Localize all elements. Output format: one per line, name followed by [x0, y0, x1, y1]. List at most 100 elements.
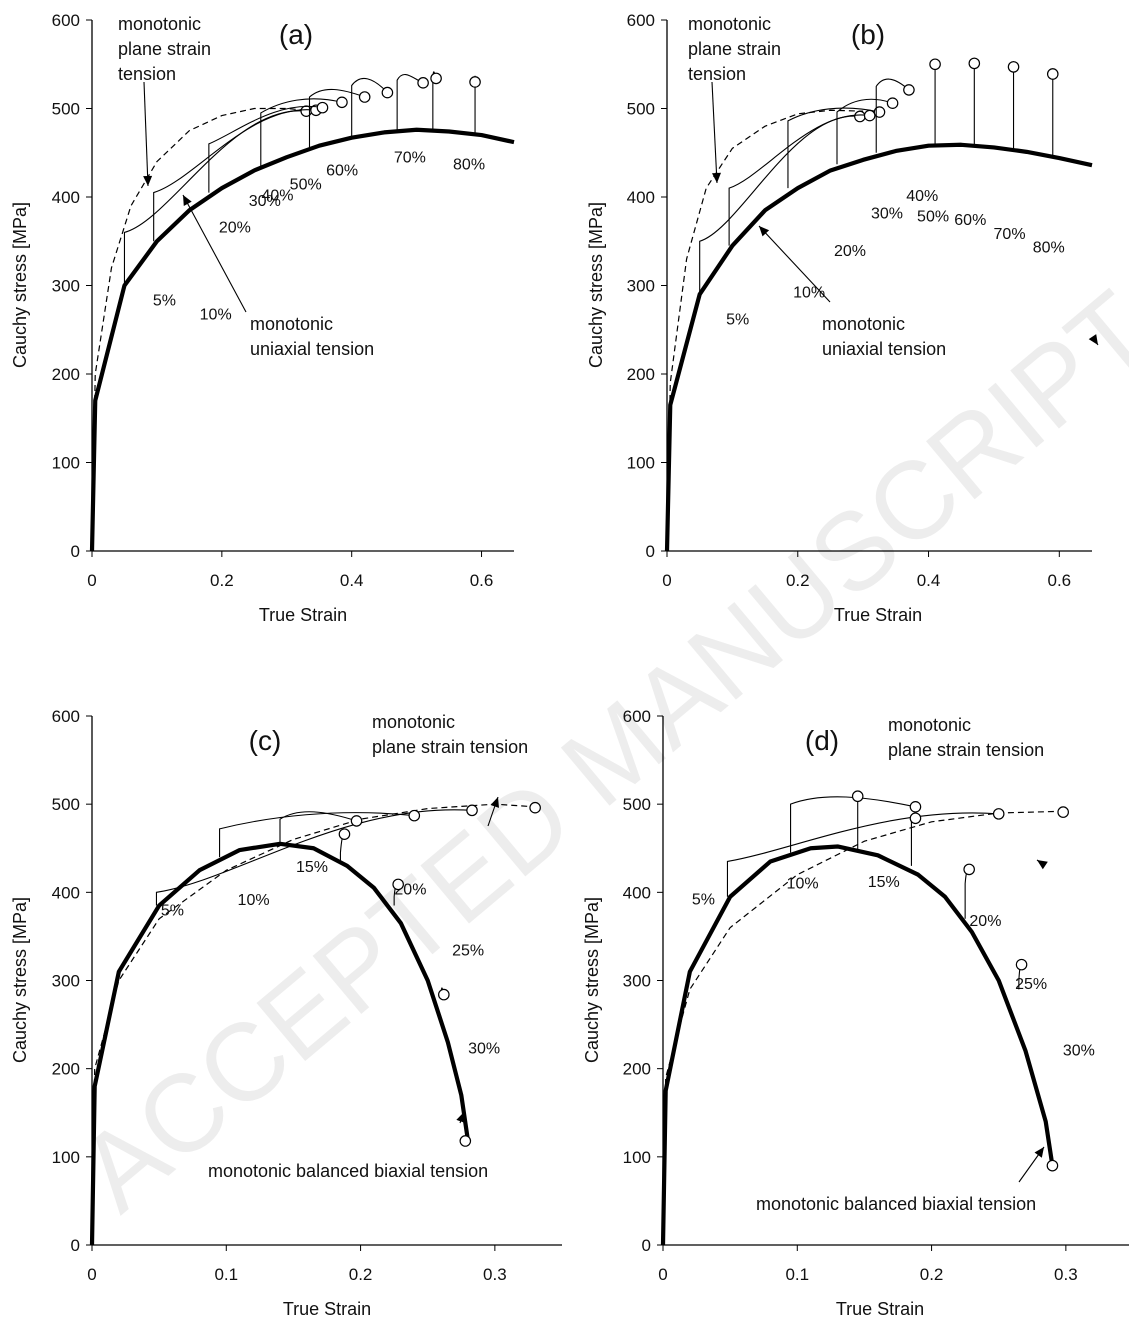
prestrain-label: 10% — [787, 876, 819, 893]
series-monotonic-reference-c — [89, 841, 471, 1246]
failure-marker — [1015, 958, 1028, 971]
annotation-arrowhead — [1088, 334, 1098, 345]
x-tick-label: 0.4 — [917, 571, 941, 590]
prestrain-label: 70% — [994, 226, 1026, 243]
annotation-uniaxial-b: monotonic uniaxial tension — [822, 314, 946, 359]
failure-marker — [336, 96, 348, 109]
y-tick-label: 0 — [71, 1236, 80, 1255]
reload-curve-d-5pct — [726, 812, 999, 897]
annotation-arrow — [182, 194, 247, 313]
y-tick-label: 500 — [52, 100, 80, 119]
prestrain-label: 60% — [326, 163, 358, 180]
y-tick-label: 300 — [52, 972, 80, 991]
x-tick-label: 0.2 — [349, 1265, 373, 1284]
annotation-plane-strain-a: monotonic plane strain tension — [118, 14, 216, 84]
prestrain-label: 20% — [834, 243, 866, 260]
prestrain-label: 30% — [871, 205, 903, 222]
failure-marker — [909, 812, 922, 825]
prestrain-label: 10% — [200, 306, 232, 323]
reload-curve-a-30pct — [260, 98, 343, 167]
reload-curve-b-30pct — [836, 98, 893, 165]
prestrain-label: 5% — [161, 903, 184, 920]
y-tick-label: 600 — [52, 707, 80, 726]
failure-marker — [1007, 61, 1020, 73]
annotation-biaxial-d: monotonic balanced biaxial tension — [756, 1194, 1036, 1214]
y-axis-label-c: Cauchy stress [MPa] — [10, 897, 30, 1063]
y-tick-label: 200 — [627, 365, 655, 384]
plane-strain-end-marker — [529, 801, 541, 814]
reload-curve-c-10pct — [219, 812, 415, 858]
annotation-arrowhead — [759, 226, 770, 237]
x-tick-label: 0.2 — [786, 571, 810, 590]
axes-b: 0 100 200 300 400 500 600 0 0.2 0.4 0.6 — [627, 11, 1092, 590]
x-tick-label: 0 — [87, 571, 96, 590]
y-tick-label: 600 — [623, 707, 651, 726]
y-axis-label-b: Cauchy stress [MPa] — [586, 202, 606, 368]
reload-curve-a-40pct — [308, 88, 365, 149]
reload-curve-a-50pct — [351, 77, 388, 138]
series-plane-strain-a — [91, 107, 307, 552]
annotation-arrowhead — [1034, 1147, 1044, 1158]
y-axis-label-a: Cauchy stress [MPa] — [10, 202, 30, 368]
failure-marker — [381, 86, 394, 99]
x-tick-label: 0.6 — [470, 571, 494, 590]
chart-panel-d: (d) True Strain Cauchy stress [MPa] mono… — [582, 707, 1129, 1319]
x-axis-label-d: True Strain — [836, 1299, 924, 1319]
prestrain-label: 40% — [906, 188, 938, 205]
y-tick-label: 300 — [52, 277, 80, 296]
prestrain-label: 10% — [793, 285, 825, 302]
plane-strain-end-marker — [1057, 806, 1069, 818]
x-tick-label: 0 — [662, 571, 671, 590]
prestrain-label: 15% — [296, 859, 328, 876]
failure-marker — [854, 110, 866, 123]
prestrain-label: 20% — [219, 220, 251, 237]
reload-curve-b-10pct — [728, 114, 870, 246]
failure-marker — [350, 815, 363, 827]
failure-marker — [1046, 68, 1059, 80]
prestrain-label: 80% — [453, 156, 485, 173]
y-tick-label: 400 — [627, 188, 655, 207]
prestrain-label: 50% — [290, 177, 322, 194]
y-tick-label: 200 — [52, 1060, 80, 1079]
x-tick-label: 0.3 — [483, 1265, 507, 1284]
annotation-plane-strain-c: monotonic plane strain tension — [372, 712, 528, 757]
series-plane-strain-d — [662, 810, 1066, 1246]
y-tick-label: 0 — [646, 542, 655, 561]
y-tick-label: 500 — [627, 100, 655, 119]
prestrain-label: 80% — [1033, 239, 1065, 256]
series-plane-strain-c — [91, 803, 536, 1246]
reload-curve-a-20pct — [208, 105, 323, 193]
prestrain-label: 20% — [969, 913, 1001, 930]
failure-marker — [909, 801, 922, 813]
annotation-arrowhead — [183, 195, 192, 206]
y-tick-label: 100 — [623, 1148, 651, 1167]
axes-c: 0 100 200 300 400 500 600 0 0.1 0.2 0.3 — [52, 707, 562, 1284]
y-tick-label: 500 — [623, 795, 651, 814]
prestrain-label: 5% — [692, 892, 715, 909]
x-axis-label-c: True Strain — [283, 1299, 371, 1319]
y-tick-label: 0 — [642, 1236, 651, 1255]
chart-panel-a: (a) True Strain Cauchy stress [MPa] mono… — [10, 11, 515, 625]
biaxial-end-marker — [1046, 1159, 1059, 1172]
reload-curve-d-25pct — [964, 868, 970, 919]
failure-marker — [338, 828, 351, 840]
prestrain-label: 5% — [726, 311, 749, 328]
x-tick-label: 0.3 — [1054, 1265, 1078, 1284]
panel-label-c: (c) — [249, 725, 282, 756]
failure-marker — [408, 809, 421, 822]
annotation-arrow — [758, 225, 831, 303]
y-tick-label: 300 — [623, 972, 651, 991]
failure-marker — [438, 988, 450, 1001]
x-axis-label-b: True Strain — [834, 605, 922, 625]
x-tick-label: 0 — [658, 1265, 667, 1284]
prestrain-label: 15% — [868, 874, 900, 891]
prestrain-label: 5% — [153, 293, 176, 310]
y-tick-label: 100 — [52, 1148, 80, 1167]
failure-marker — [851, 790, 864, 803]
y-tick-label: 200 — [52, 365, 80, 384]
annotation-biaxial-c: monotonic balanced biaxial tension — [208, 1161, 488, 1181]
annotation-arrow — [711, 81, 718, 184]
annotation-arrow — [143, 81, 149, 187]
prestrain-label: 10% — [238, 892, 270, 909]
